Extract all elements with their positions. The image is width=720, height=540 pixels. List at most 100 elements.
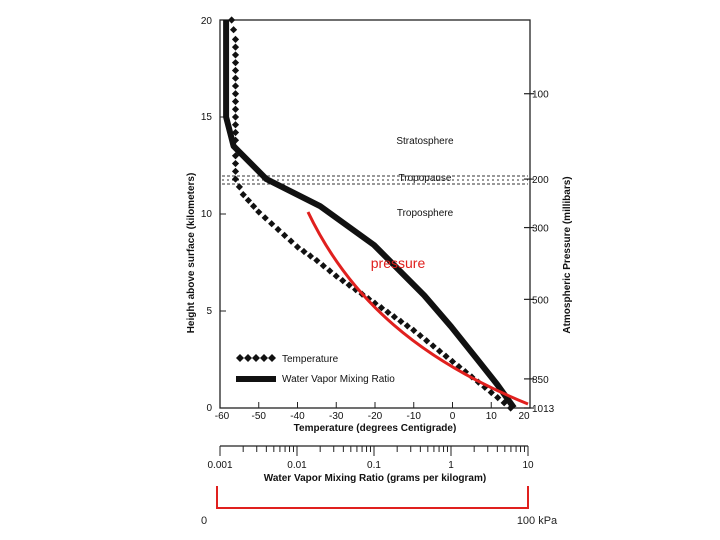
- right-axis-title: Atmospheric Pressure (millibars): [562, 176, 573, 333]
- temperature-marker: [231, 59, 240, 67]
- temperature-marker: [255, 208, 263, 216]
- temperature-marker: [231, 51, 240, 59]
- temp-tick-label-m60: -60: [215, 411, 230, 422]
- troposphere-label: Troposphere: [397, 208, 454, 219]
- temperature-marker: [339, 277, 347, 285]
- pressure-tick-label: 200: [532, 175, 549, 186]
- temperature-marker: [397, 317, 405, 325]
- temperature-marker: [487, 388, 495, 397]
- left-tick-label-5: 5: [206, 306, 212, 317]
- temperature-marker: [300, 247, 308, 256]
- temperature-marker: [461, 368, 470, 376]
- temp-tick-label-m30: -30: [329, 411, 344, 422]
- legend-temperature-swatch: [236, 354, 276, 362]
- temperature-marker: [442, 352, 450, 360]
- mixing-axis-ticks: 0.001 0.01 0.1 1 10: [207, 446, 534, 471]
- temperature-marker: [313, 256, 321, 265]
- mixing-tick-label: 0.1: [367, 460, 381, 471]
- temperature-marker: [274, 225, 282, 234]
- pressure-tick-label: 1013: [532, 404, 555, 415]
- pressure-tick-label: 500: [532, 295, 549, 306]
- temp-tick-label-10: 10: [486, 411, 498, 422]
- temperature-marker: [345, 281, 353, 289]
- temperature-marker: [410, 326, 418, 334]
- temperature-marker: [268, 220, 276, 228]
- temperature-marker: [231, 66, 240, 75]
- stratosphere-label: Stratosphere: [396, 136, 454, 147]
- temp-tick-label-20: 20: [518, 411, 530, 422]
- mixing-tick-label: 0.01: [287, 460, 307, 471]
- pressure-label: pressure: [371, 255, 426, 271]
- temperature-marker: [231, 74, 240, 82]
- temperature-marker: [235, 183, 243, 191]
- mixing-tick-label: 1: [448, 460, 454, 471]
- temperature-marker: [231, 90, 240, 98]
- temperature-marker: [244, 196, 253, 205]
- temperature-marker: [481, 383, 489, 391]
- pressure-scale-bracket: [216, 486, 529, 509]
- temperature-marker: [231, 128, 240, 137]
- right-axis-ticks: 1013 850 500 300 200 100: [524, 90, 555, 415]
- mixing-axis-title: Water Vapor Mixing Ratio (grams per kilo…: [264, 473, 486, 484]
- pressure-overlay: pressure 0 100 kPa: [201, 211, 558, 527]
- temperature-marker: [231, 35, 240, 43]
- mixing-tick-label: 10: [522, 460, 534, 471]
- left-tick-label-0: 0: [206, 403, 212, 414]
- temperature-marker: [231, 82, 240, 90]
- pressure-tick-label: 300: [532, 224, 549, 235]
- temp-tick-label-m10: -10: [407, 411, 422, 422]
- legend-temperature-label: Temperature: [282, 354, 339, 365]
- temperature-marker: [231, 175, 240, 183]
- temperature-marker: [306, 252, 315, 260]
- pressure-tick-label: 850: [532, 375, 549, 386]
- legend-mixing-label: Water Vapor Mixing Ratio: [282, 374, 395, 385]
- tropopause-label: Tropopause: [399, 173, 452, 184]
- temperature-marker: [231, 43, 240, 51]
- temp-tick-label-0: 0: [450, 411, 456, 422]
- left-axis-title: Height above surface (kilometers): [186, 173, 197, 334]
- temperature-marker: [435, 347, 444, 355]
- mixing-ratio-line: [223, 20, 517, 410]
- temperature-marker: [231, 105, 240, 113]
- pressure-curve: [306, 211, 529, 406]
- temperature-marker: [231, 97, 240, 106]
- temperature-marker: [384, 308, 392, 316]
- pressure-tick-label: 100: [532, 90, 549, 101]
- mixing-axis: 0.001 0.01 0.1 1 10: [207, 445, 534, 471]
- temperature-marker: [403, 322, 411, 330]
- temperature-marker: [229, 26, 238, 34]
- mixing-tick-label: 0.001: [207, 460, 232, 471]
- temperature-marker: [228, 16, 236, 24]
- temperature-marker: [319, 262, 327, 270]
- mixing-ratio-series: [223, 20, 517, 410]
- temperature-marker: [429, 342, 437, 350]
- temp-tick-label-m40: -40: [290, 411, 305, 422]
- temperature-marker: [239, 191, 247, 199]
- temperature-marker: [326, 267, 334, 275]
- left-tick-label-15: 15: [201, 112, 213, 123]
- temperature-marker: [332, 272, 340, 280]
- temperature-marker: [261, 214, 269, 222]
- legend: Temperature Water Vapor Mixing Ratio: [236, 354, 395, 385]
- temperature-marker: [231, 121, 240, 129]
- left-tick-label-20: 20: [201, 16, 213, 27]
- temperature-marker: [293, 243, 302, 251]
- temperature-marker: [494, 394, 502, 402]
- temp-tick-label-m50: -50: [252, 411, 267, 422]
- plot-frame: [219, 19, 531, 409]
- temperature-marker: [280, 231, 289, 239]
- left-tick-label-10: 10: [201, 209, 213, 220]
- temperature-marker: [390, 313, 398, 321]
- temperature-marker: [287, 237, 295, 245]
- temperature-marker: [377, 304, 386, 312]
- pressure-scale-max: 100 kPa: [517, 515, 558, 527]
- temperature-marker: [249, 202, 258, 210]
- temperature-marker: [231, 159, 240, 168]
- temperature-marker: [423, 337, 431, 345]
- temperature-marker: [231, 167, 240, 175]
- temperature-marker: [416, 331, 424, 340]
- temp-tick-label-m20: -20: [368, 411, 383, 422]
- temperature-axis-title: Temperature (degrees Centigrade): [294, 423, 457, 434]
- temperature-marker: [448, 357, 457, 366]
